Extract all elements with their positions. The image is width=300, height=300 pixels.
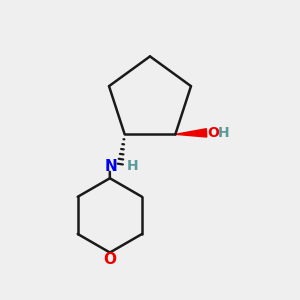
Polygon shape	[175, 129, 207, 137]
Text: N: N	[104, 159, 117, 174]
Text: O: O	[103, 252, 116, 267]
Text: O: O	[207, 126, 219, 140]
Text: H: H	[127, 159, 138, 173]
Text: H: H	[218, 126, 230, 140]
